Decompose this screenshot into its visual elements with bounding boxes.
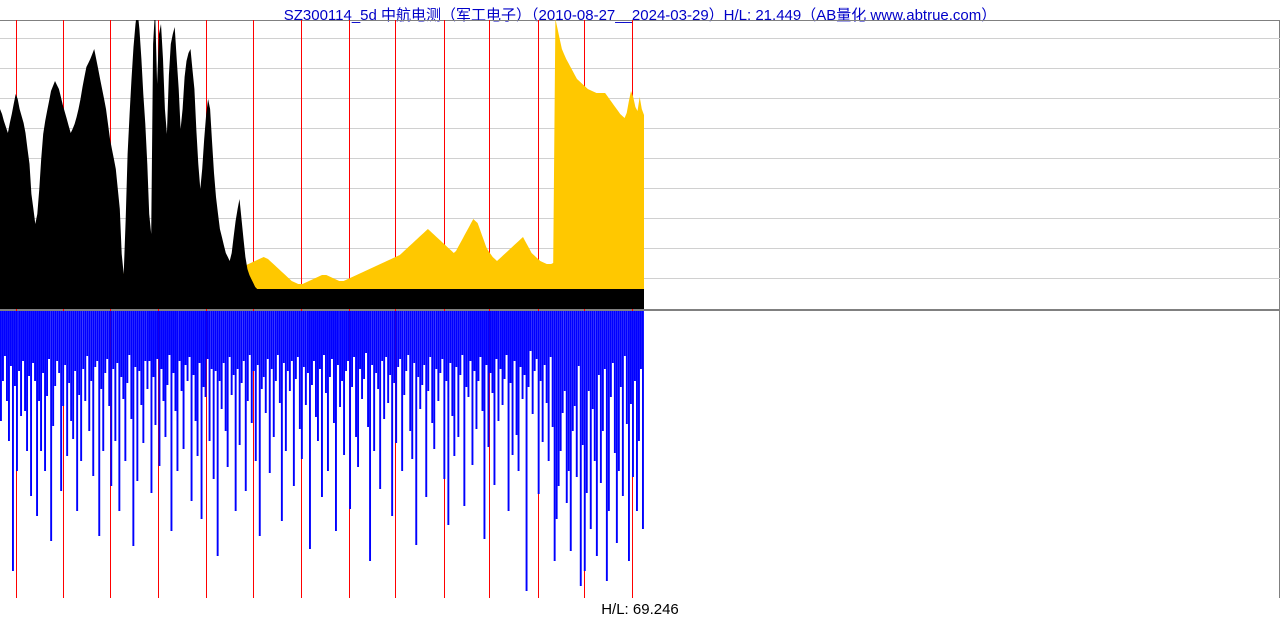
bottom-series-blue bbox=[0, 311, 1280, 598]
chart-container: SZ300114_5d 中航电测（军工电子）（2010-08-27__2024-… bbox=[0, 0, 1280, 620]
top-series-black bbox=[0, 20, 1280, 309]
footer-hl-label: H/L: 69.246 bbox=[0, 601, 1280, 618]
